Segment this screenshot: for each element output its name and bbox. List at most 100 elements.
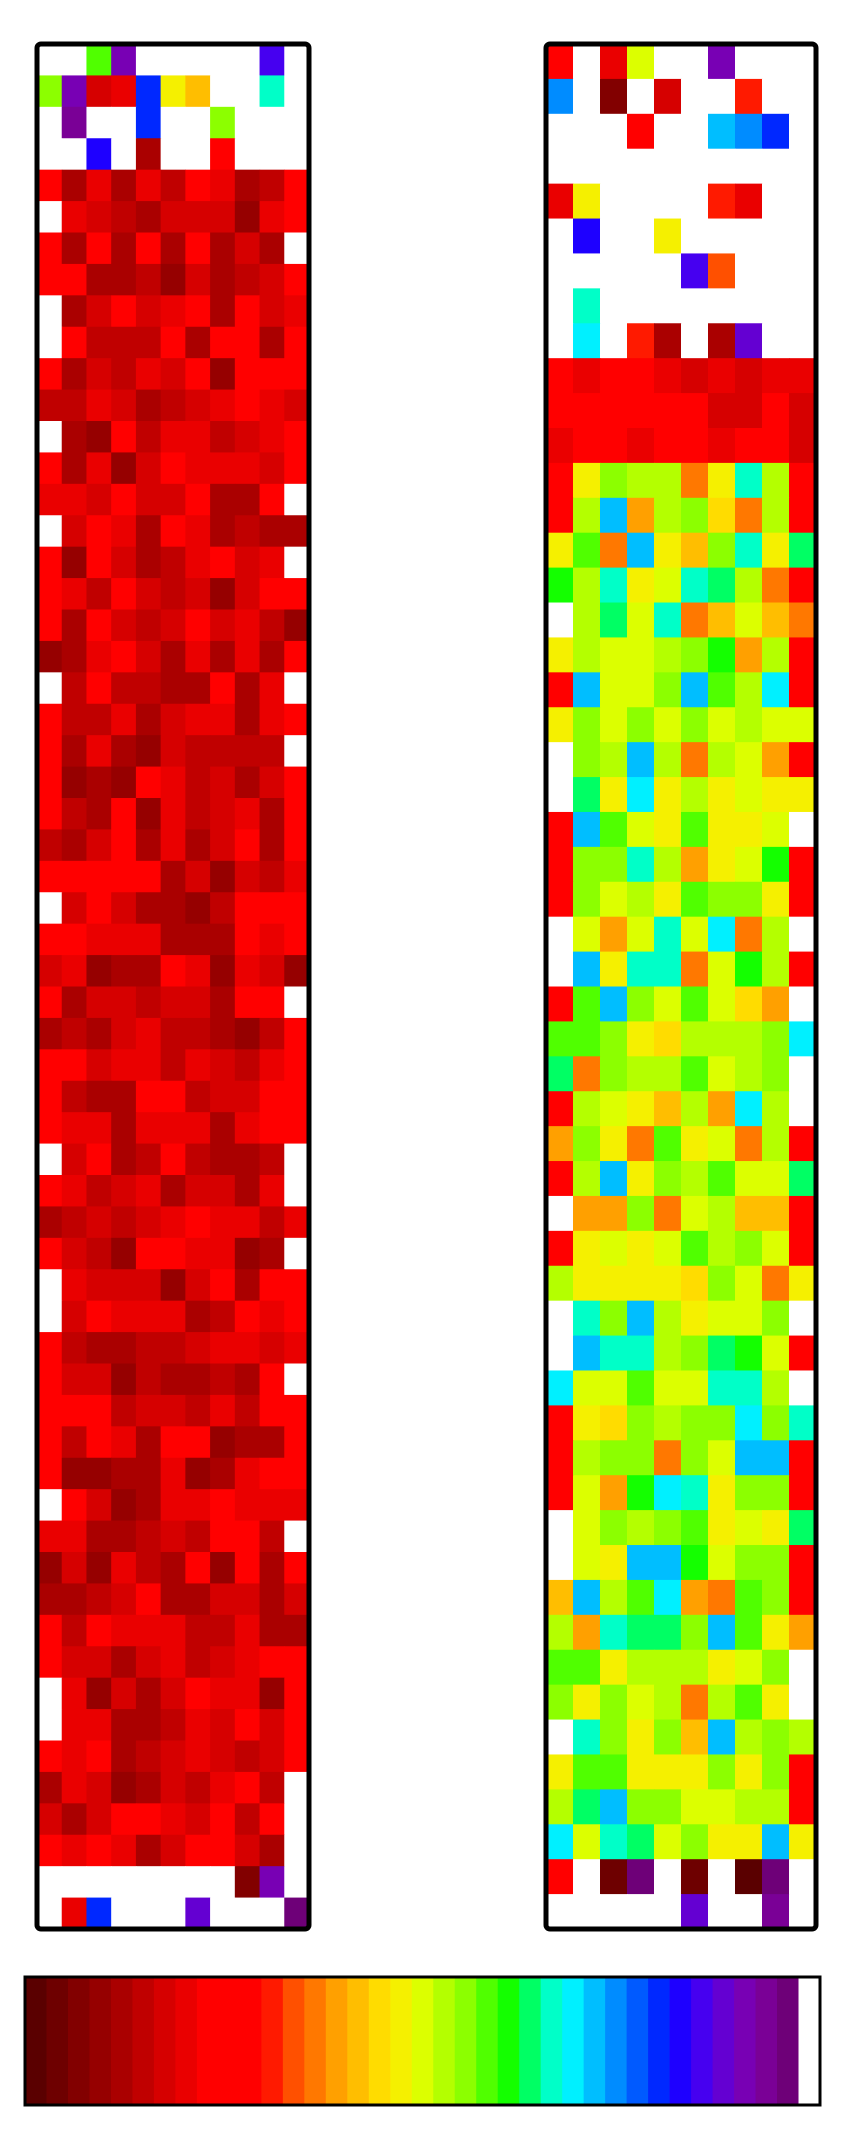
contour-cell [86,1457,112,1490]
colorbar-swatch [497,1977,520,2105]
contour-cell [185,1520,211,1553]
contour-cell [654,218,682,255]
contour-cell [600,148,628,185]
contour-cell [160,1552,186,1585]
contour-cell [160,358,186,391]
contour-cell [284,1677,310,1710]
colorbar-swatch [110,1977,133,2105]
colorbar-swatch [476,1977,499,2105]
contour-cell [654,1684,682,1721]
contour-cell [284,1175,310,1208]
contour-cell [234,860,261,893]
contour-cell [708,532,736,569]
contour-cell [61,672,88,705]
contour-cell [135,1552,162,1585]
contour-cell [284,1300,310,1333]
contour-cell [573,602,601,639]
contour-cell [654,78,682,115]
contour-cell [546,1510,574,1546]
contour-cell [600,1230,628,1267]
contour-cell [185,703,211,736]
contour-cell [135,515,162,548]
contour-cell [762,1161,790,1197]
contour-cell [789,1300,817,1337]
contour-cell [210,1017,236,1050]
contour-cell [708,1056,736,1092]
contour-cell [234,1677,261,1710]
contour-cell [546,1579,574,1616]
contour-cell [762,323,790,359]
contour-cell [37,1175,63,1208]
contour-cell [185,44,211,77]
contour-cell [86,1897,112,1930]
contour-cell [600,1056,628,1092]
contour-cell [61,1300,88,1333]
contour-cell [284,578,310,611]
contour-cell [789,1510,817,1546]
contour-cell [160,201,186,234]
contour-cell [600,427,628,464]
colorbar-swatch [648,1977,671,2105]
contour-cell [111,640,137,673]
contour-cell [762,1649,790,1686]
contour-cell [210,798,236,831]
contour-cell [234,1803,261,1836]
contour-cell [210,1206,236,1239]
contour-cell [111,1143,137,1176]
contour-cell [789,1440,817,1476]
contour-cell [135,75,162,108]
contour-cell [135,1520,162,1553]
contour-cell [135,1614,162,1647]
colorbar-swatch [46,1977,69,2105]
contour-cell [185,955,211,988]
contour-cell [160,1583,186,1616]
colorbar-swatch [368,1977,391,2105]
contour-cell [111,1080,137,1113]
colorbar-swatch [540,1977,563,2105]
contour-cell [210,389,236,422]
contour-cell [135,986,162,1019]
contour-cell [546,183,574,220]
contour-cell [135,1237,162,1270]
contour-cell [185,1457,211,1490]
contour-cell [37,1489,63,1522]
contour-cell [708,1021,736,1057]
contour-cell [259,798,285,831]
contour-cell [708,1335,736,1372]
contour-cell [86,1426,112,1459]
contour-cell [789,602,817,639]
contour-cell [573,637,601,673]
contour-cell [37,106,63,139]
contour-cell [546,707,574,743]
contour-cell [654,1859,682,1895]
contour-cell [654,1440,682,1476]
contour-cell [284,389,310,422]
contour-cell [160,955,186,988]
contour-cell [210,986,236,1019]
contour-cell [546,1300,574,1337]
contour-cell [573,1754,601,1790]
contour-cell [185,1677,211,1710]
contour-cell [210,546,236,579]
contour-cell [234,1112,261,1145]
contour-cell [111,546,137,579]
contour-cell [735,1440,763,1476]
contour-cell [546,1440,574,1476]
contour-cell [284,1332,310,1365]
contour-cell [86,1017,112,1050]
contour-cell [681,1789,709,1825]
contour-cell [61,923,88,956]
contour-cell [735,986,763,1023]
contour-cell [86,44,112,77]
contour-cell [789,113,817,150]
panel-frame [543,41,819,1932]
contour-cell [681,1475,709,1511]
colorbar-swatch [798,1977,821,2105]
contour-cell [654,1335,682,1372]
contour-cell [789,1475,817,1511]
contour-cell [627,1510,655,1546]
contour-cell [259,766,285,799]
contour-cell [210,892,236,925]
contour-cell [708,1545,736,1581]
contour-cell [160,452,186,485]
